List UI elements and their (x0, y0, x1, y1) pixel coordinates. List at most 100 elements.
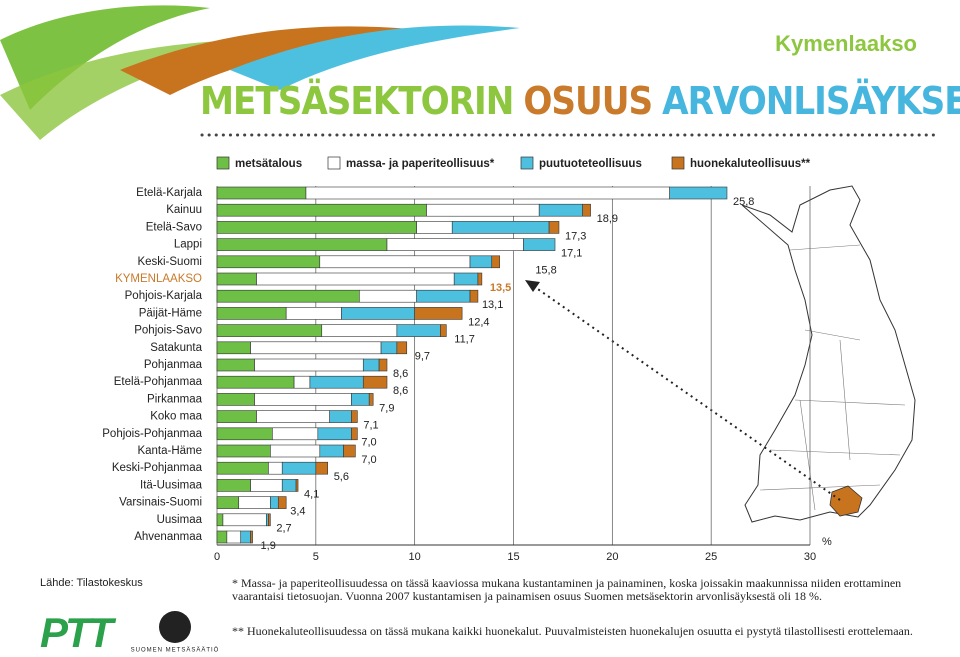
bar-segment (426, 203, 540, 217)
bar-segment (256, 272, 455, 286)
bar-segment (451, 221, 550, 234)
y-tick-label: Keski-Suomi (137, 256, 202, 268)
bar-segment (216, 375, 295, 389)
bar-segment (216, 410, 257, 423)
bar-segment (362, 375, 388, 389)
bar-segment (329, 410, 352, 423)
bar-segment (216, 272, 257, 286)
bar-segment (250, 530, 253, 544)
bar-segment (380, 341, 398, 355)
bar-segment (216, 393, 255, 406)
value-label: 9,7 (415, 351, 430, 363)
x-tick-label: 5 (313, 551, 319, 563)
y-tick-label: Kanta-Häme (137, 445, 202, 457)
bar-segment (351, 410, 358, 423)
bar-segment (319, 255, 471, 269)
bar-segment (270, 496, 279, 509)
bar-segment (416, 221, 453, 234)
bar-segment (343, 444, 356, 458)
bar-segment (414, 307, 463, 320)
bar-segment (216, 461, 269, 475)
bar-segment (272, 427, 319, 441)
value-label: 17,1 (561, 248, 582, 260)
map-borders (759, 244, 906, 511)
bar-segment (305, 186, 670, 200)
map-kymenlaakso (829, 485, 863, 517)
bar-segment (362, 358, 380, 372)
legend-label: metsätalous (235, 158, 302, 170)
source: Lähde: Tilastokeskus (40, 577, 143, 589)
legend-label: huonekaluteollisuus** (690, 158, 811, 170)
bar-segment (319, 444, 344, 458)
bar-segment (216, 530, 228, 544)
bar-segment (416, 289, 471, 303)
legend-swatch (520, 156, 534, 170)
y-tick-label: Varsinais-Suomi (119, 497, 202, 509)
bar-segment (238, 496, 271, 509)
value-label: 18,9 (597, 213, 618, 225)
logo-emblem (159, 611, 191, 643)
y-tick-label: Keski-Pohjanmaa (112, 462, 203, 474)
y-tick-label: Pohjois-Karjala (125, 290, 203, 302)
value-label: 1,9 (261, 540, 276, 552)
bar-segment (250, 479, 283, 492)
bar-segment (351, 427, 358, 441)
value-label: 5,6 (334, 471, 349, 483)
x-tick-label: 20 (606, 551, 618, 563)
bar-segment (378, 358, 388, 372)
value-label: 8,6 (393, 368, 408, 380)
bar-segment (453, 272, 479, 286)
bar-segment (240, 530, 251, 544)
value-label: 7,0 (361, 454, 376, 466)
value-label: 17,3 (565, 230, 586, 242)
y-tick-label: Uusimaa (157, 514, 203, 526)
title-part: ARVONLISÄYKSESTÄ (662, 79, 960, 123)
y-tick-label: Lappi (174, 239, 202, 251)
bar-segment (293, 375, 311, 389)
y-tick-label: Satakunta (150, 342, 202, 354)
bar-segment (368, 393, 374, 406)
legend-swatch (216, 156, 230, 170)
value-label: 13,1 (482, 299, 503, 311)
bar-segment (216, 238, 388, 251)
bar-segment (277, 496, 287, 509)
decor (230, 25, 520, 91)
title-part: METSÄSEKTORIN (200, 79, 513, 123)
bar-segment (254, 358, 364, 372)
bar-segment (216, 203, 427, 217)
bar-segment (396, 324, 441, 337)
bar-segment (309, 375, 364, 389)
y-tick-label: Pohjois-Savo (134, 325, 202, 337)
bar-segment (222, 513, 267, 527)
y-tick-label: Itä-Uusimaa (140, 479, 203, 491)
x-tick-label: 15 (507, 551, 519, 563)
bar-segment (216, 186, 307, 200)
value-label: 15,8 (535, 265, 556, 277)
legend-label: massa- ja paperiteollisuus* (346, 158, 495, 170)
bar-segment (270, 444, 321, 458)
x-unit: % (822, 536, 832, 548)
value-label: 11,7 (454, 334, 475, 346)
bar-segment (315, 461, 328, 475)
bar-segment (216, 307, 287, 320)
bar-segment (477, 272, 483, 286)
legend-swatch (671, 156, 685, 170)
bar-segment (216, 496, 240, 509)
bar-segment (216, 479, 251, 492)
y-tick-label: Kainuu (166, 204, 202, 216)
bar-segment (582, 203, 591, 217)
decor (0, 40, 260, 140)
bar-segment (216, 221, 417, 234)
bar-segment (538, 203, 583, 217)
bar-segment (669, 186, 728, 200)
region-title: Kymenlaakso (775, 31, 917, 56)
arrow-head (525, 280, 540, 292)
bar-segment (317, 427, 352, 441)
bar-segment (216, 444, 271, 458)
logo-ptt: PTT (40, 609, 117, 656)
y-tick-label: Koko maa (150, 411, 202, 423)
bar-segment (281, 461, 317, 475)
value-label: 25,8 (733, 196, 754, 208)
value-label: 8,6 (393, 385, 408, 397)
y-tick-label: Päijät-Häme (139, 307, 202, 319)
